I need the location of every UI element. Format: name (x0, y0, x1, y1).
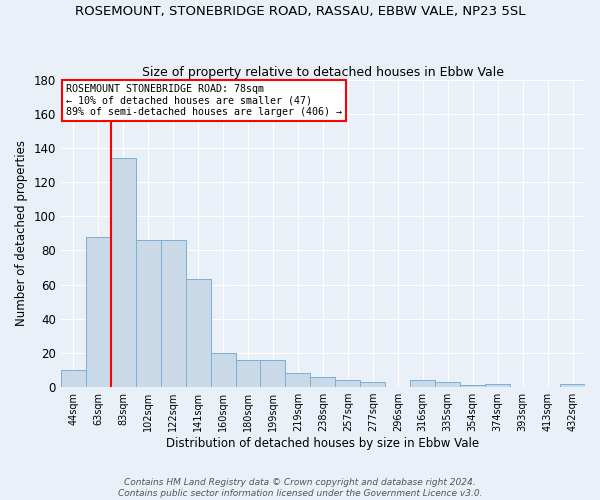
Bar (485, 384, 510, 387)
Bar (211, 353, 236, 387)
Bar (286, 374, 310, 387)
Bar (86, 237, 111, 387)
Bar (185, 280, 211, 387)
Bar (136, 240, 161, 387)
Bar (61, 370, 86, 387)
Bar (111, 158, 136, 387)
Text: ROSEMOUNT STONEBRIDGE ROAD: 78sqm
← 10% of detached houses are smaller (47)
89% : ROSEMOUNT STONEBRIDGE ROAD: 78sqm ← 10% … (66, 84, 342, 117)
Bar (410, 380, 435, 387)
Title: Size of property relative to detached houses in Ebbw Vale: Size of property relative to detached ho… (142, 66, 504, 78)
Bar (335, 380, 361, 387)
Text: Contains HM Land Registry data © Crown copyright and database right 2024.
Contai: Contains HM Land Registry data © Crown c… (118, 478, 482, 498)
Bar (460, 386, 485, 387)
X-axis label: Distribution of detached houses by size in Ebbw Vale: Distribution of detached houses by size … (166, 437, 479, 450)
Bar (560, 384, 585, 387)
Bar (236, 360, 260, 387)
Bar (361, 382, 385, 387)
Y-axis label: Number of detached properties: Number of detached properties (15, 140, 28, 326)
Bar (435, 382, 460, 387)
Bar (310, 377, 335, 387)
Bar (161, 240, 185, 387)
Text: ROSEMOUNT, STONEBRIDGE ROAD, RASSAU, EBBW VALE, NP23 5SL: ROSEMOUNT, STONEBRIDGE ROAD, RASSAU, EBB… (75, 5, 525, 18)
Bar (260, 360, 286, 387)
